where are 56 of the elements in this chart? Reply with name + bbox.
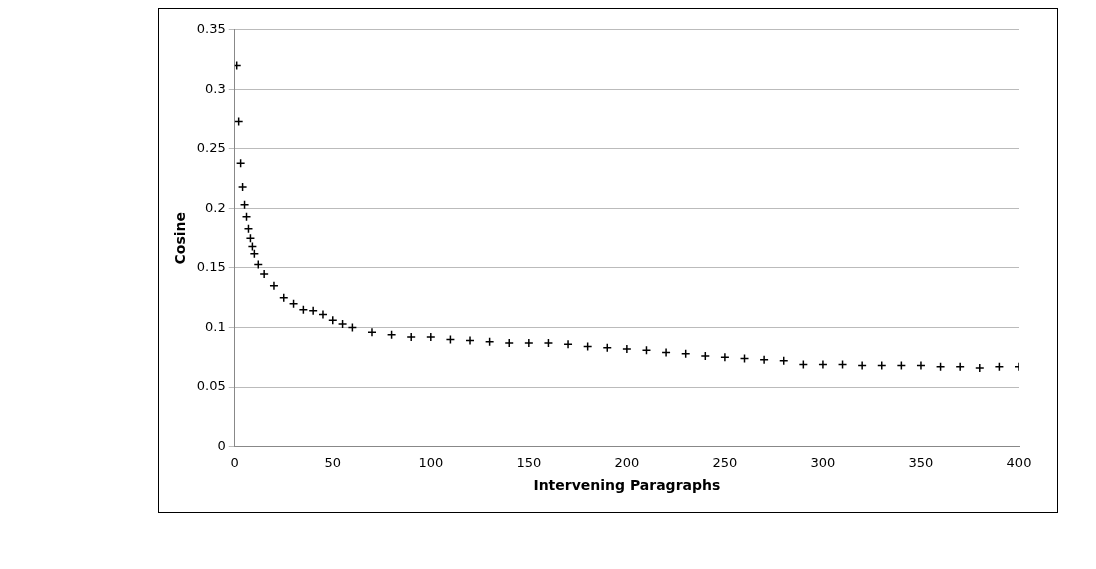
- x-tick-label: 300: [810, 454, 836, 470]
- point: [857, 360, 867, 371]
- x-tick-label: 0: [230, 454, 239, 470]
- x-tick-label: 350: [908, 454, 934, 470]
- point: [916, 360, 926, 371]
- x-tick-label: 150: [516, 454, 542, 470]
- point: [337, 319, 348, 329]
- point: [622, 344, 632, 354]
- y-tick-label: 0: [217, 437, 226, 453]
- y-tick-label: 0.15: [196, 259, 226, 275]
- point: [239, 200, 250, 210]
- point: [241, 212, 252, 222]
- point: [269, 281, 279, 291]
- x-tick-label: 400: [1006, 454, 1032, 470]
- y-tick-label: 0.1: [205, 318, 226, 334]
- point: [602, 343, 613, 353]
- point: [279, 292, 289, 303]
- point: [935, 362, 946, 372]
- point: [994, 362, 1005, 372]
- point: [245, 233, 256, 243]
- point: [259, 269, 269, 279]
- x-axis-title: Intervening Paragraphs: [533, 477, 721, 494]
- point: [504, 338, 514, 348]
- x-tick-label: 200: [614, 454, 640, 470]
- point: [484, 337, 495, 347]
- point: [720, 352, 730, 363]
- x-tick-label: 100: [418, 454, 444, 470]
- y-tick-label: 0.3: [205, 80, 226, 96]
- y-tick-label: 0.25: [196, 140, 226, 156]
- point: [759, 354, 769, 365]
- point: [328, 315, 338, 326]
- y-axis-title: Cosine: [172, 211, 189, 265]
- point: [661, 347, 671, 358]
- point: [543, 338, 554, 348]
- x-tick-label: 250: [712, 454, 738, 470]
- point: [700, 351, 711, 361]
- point: [778, 356, 789, 366]
- point: [318, 309, 328, 320]
- point: [818, 359, 828, 370]
- point: [641, 345, 652, 355]
- x-tick-label: 50: [324, 454, 342, 470]
- y-tick-label: 0.2: [205, 199, 226, 215]
- point: [975, 363, 985, 373]
- point: [465, 335, 475, 346]
- point: [955, 362, 965, 372]
- point: [235, 158, 246, 168]
- point: [877, 360, 887, 371]
- point: [308, 306, 318, 316]
- point: [237, 182, 248, 192]
- point: [406, 332, 416, 342]
- point: [563, 339, 573, 349]
- y-tick-label: 0.35: [196, 21, 226, 37]
- point: [367, 327, 377, 338]
- point: [524, 338, 534, 348]
- point: [426, 332, 436, 342]
- y-tick-label: 0.05: [196, 378, 226, 394]
